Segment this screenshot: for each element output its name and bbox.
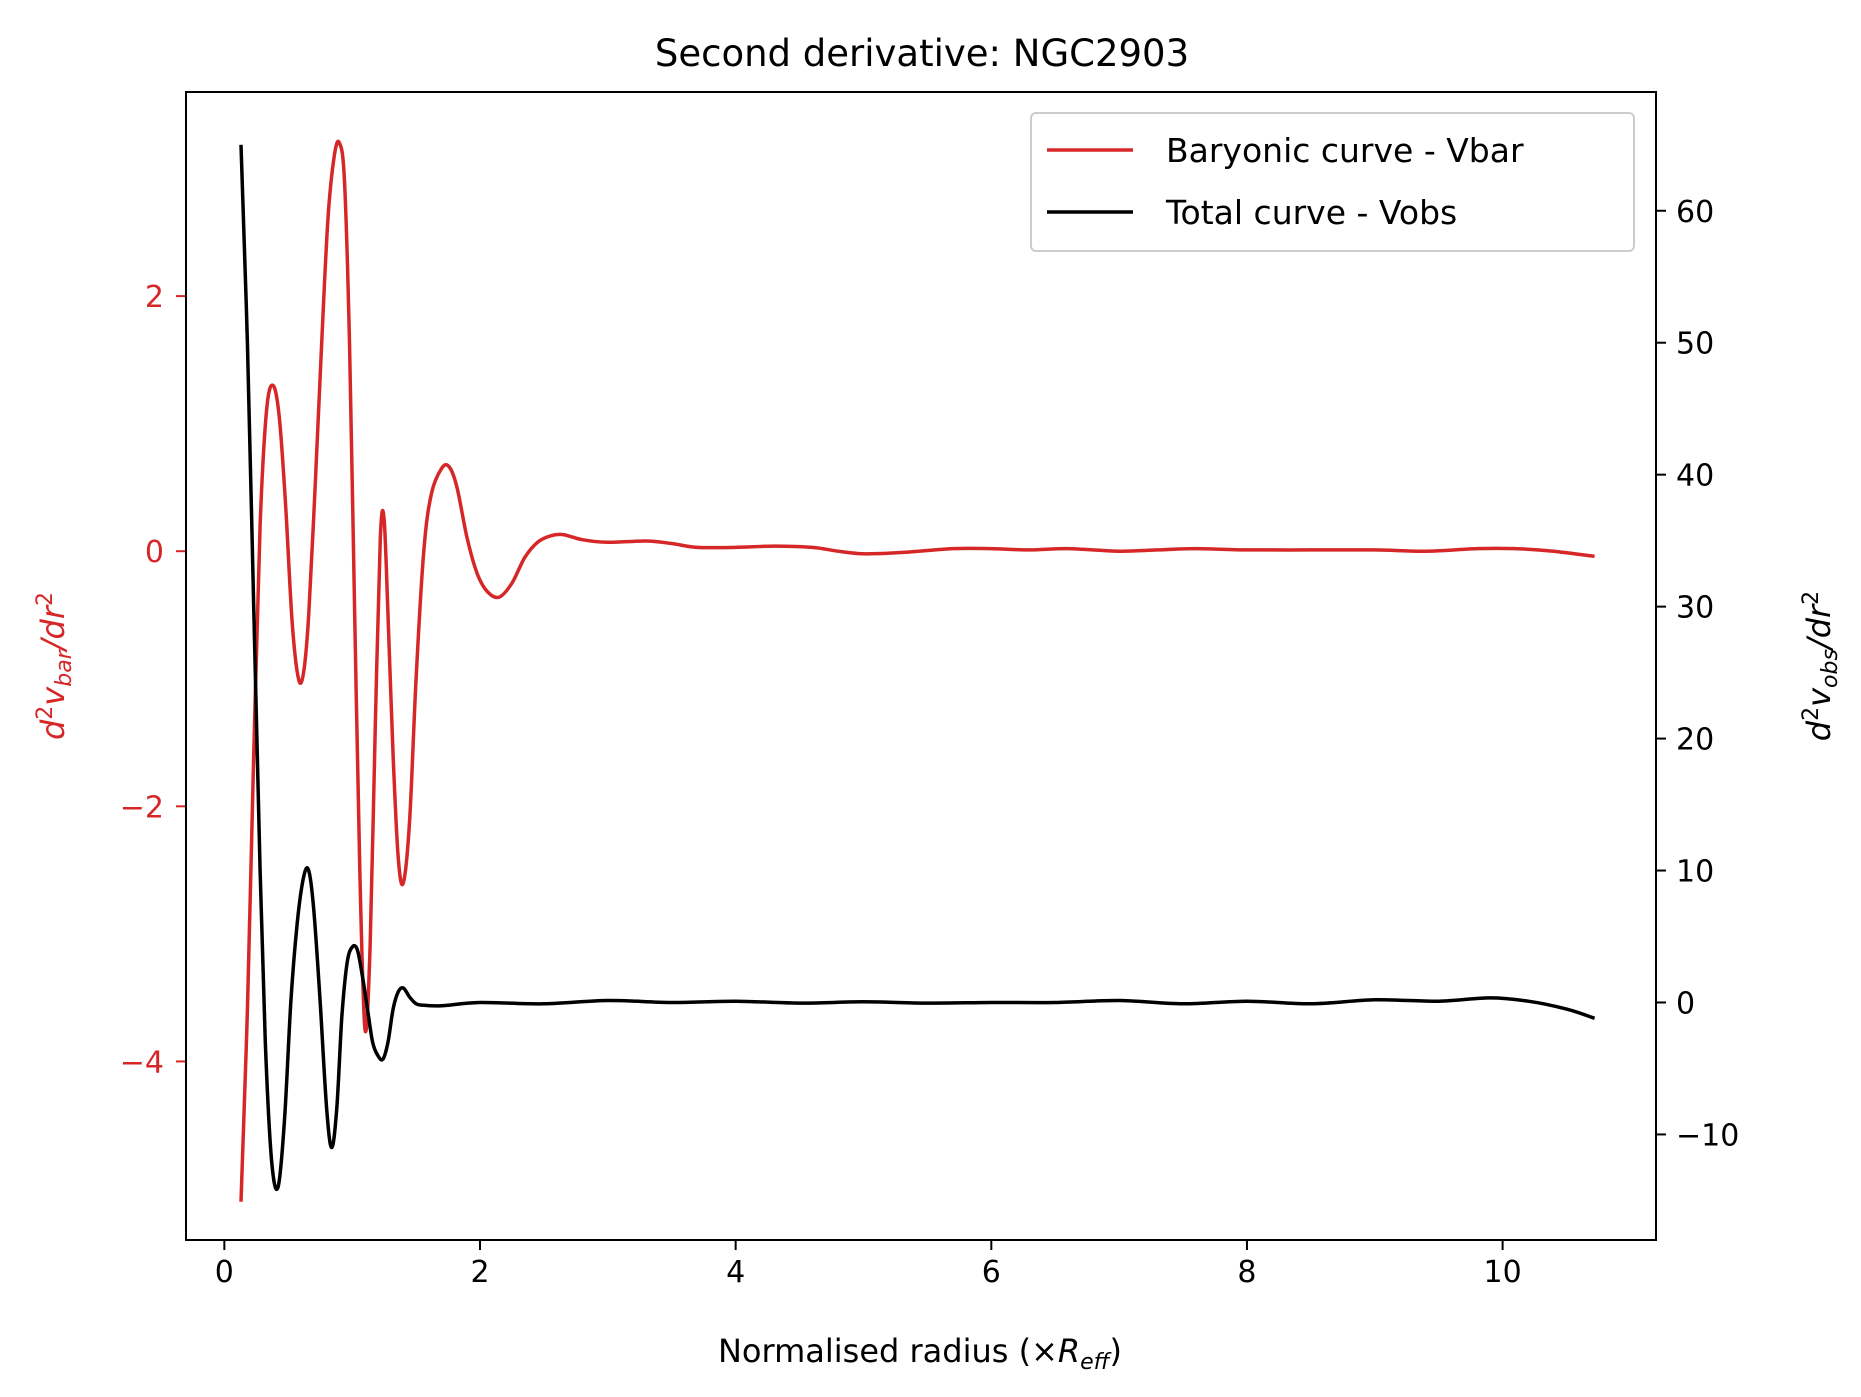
chart-title: Second derivative: NGC2903 [655,32,1189,75]
y-right-tick-label: 60 [1676,195,1714,230]
x-tick-label: 0 [215,1255,234,1290]
y-right-tick-label: 50 [1676,327,1714,362]
axis-ticks: 0 2 4 6 8 10 −4 −2 0 2 −10 0 10 20 30 40 50 60 [120,195,1740,1290]
x-tick-label: 2 [470,1255,489,1290]
plot-lines [239,139,1596,1202]
legend-label-baryonic: Baryonic curve - Vbar [1166,131,1524,170]
y-axis-right-label: d2vobs/dr2 [1799,591,1843,741]
x-tick-label: 10 [1484,1255,1522,1290]
y-right-tick-label: 10 [1676,855,1714,890]
y-left-tick-label: −2 [120,790,164,825]
plot-frame [185,91,1657,1241]
legend: Baryonic curve - Vbar Total curve - Vobs [1030,112,1635,252]
legend-box [1030,112,1635,252]
y-right-tick-label: 0 [1676,986,1695,1021]
y-right-tick-label: 30 [1676,591,1714,626]
y-axis-left-label: d2vbar/dr2 [33,592,77,740]
series-line-baryonic [239,139,1595,1202]
x-tick-label: 8 [1237,1255,1256,1290]
legend-label-total: Total curve - Vobs [1165,193,1457,232]
y-right-tick-label: 20 [1676,723,1714,758]
x-tick-label: 4 [726,1255,745,1290]
y-right-tick-label: 40 [1676,459,1714,494]
x-axis-label: Normalised radius (×Reff) [718,1332,1122,1375]
y-right-tick-label: −10 [1676,1118,1739,1153]
x-tick-label: 6 [982,1255,1001,1290]
y-left-tick-label: −4 [120,1045,164,1080]
y-left-tick-label: 2 [145,280,164,315]
series-line-total [239,144,1596,1192]
y-left-tick-label: 0 [145,535,164,570]
